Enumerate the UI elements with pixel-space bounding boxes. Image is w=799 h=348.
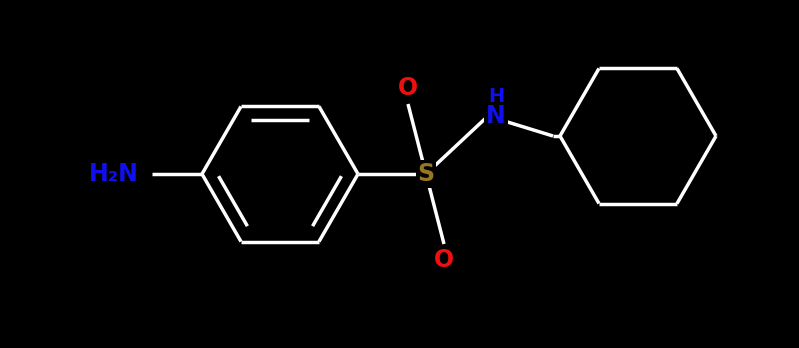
Text: S: S <box>417 162 435 186</box>
Text: O: O <box>434 248 454 272</box>
Text: O: O <box>398 76 418 100</box>
Text: N: N <box>486 104 506 128</box>
Text: H₂N: H₂N <box>89 162 139 186</box>
Text: H: H <box>488 87 504 105</box>
